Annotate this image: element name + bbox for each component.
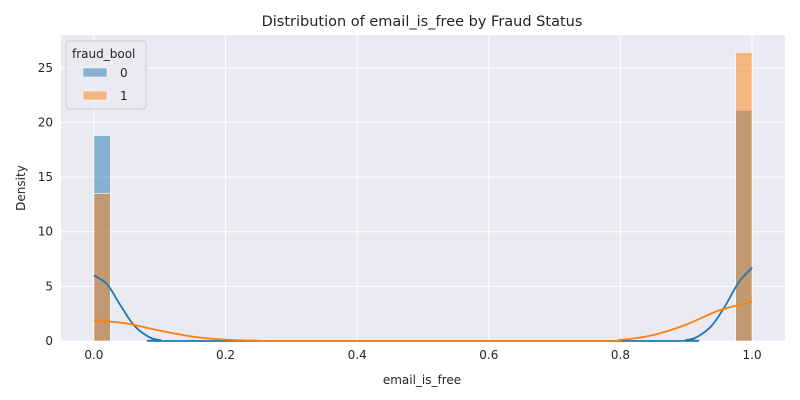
x-tick-label: 1.0 [743, 348, 762, 362]
x-tick-label: 0.4 [348, 348, 367, 362]
x-tick-label: 0.6 [479, 348, 498, 362]
x-axis-label: email_is_free [383, 373, 461, 387]
y-tick-label: 5 [45, 279, 53, 293]
legend-swatch-1 [82, 90, 108, 101]
legend-label-0: 0 [120, 66, 128, 80]
y-tick-label: 20 [38, 115, 53, 129]
plot-background [61, 35, 785, 341]
legend-swatch-0 [82, 67, 108, 78]
y-tick-label: 10 [38, 225, 53, 239]
kde-curves [93, 267, 753, 342]
y-axis-label: Density [14, 165, 28, 211]
x-tick-label: 0.0 [84, 348, 103, 362]
legend-title: fraud_bool [72, 47, 135, 61]
legend: fraud_bool 0 1 [65, 40, 147, 110]
y-tick-label: 15 [38, 170, 53, 184]
y-tick-label: 0 [45, 334, 53, 348]
kde-line-series-1 [93, 300, 753, 342]
x-tick-label: 0.8 [611, 348, 630, 362]
bar-series-1 [93, 193, 111, 342]
y-tick-label: 25 [38, 61, 53, 75]
bar-series-1 [735, 52, 753, 342]
x-tick-label: 0.2 [216, 348, 235, 362]
chart-title: Distribution of email_is_free by Fraud S… [262, 14, 583, 30]
legend-label-1: 1 [120, 89, 128, 103]
bars [93, 52, 753, 342]
